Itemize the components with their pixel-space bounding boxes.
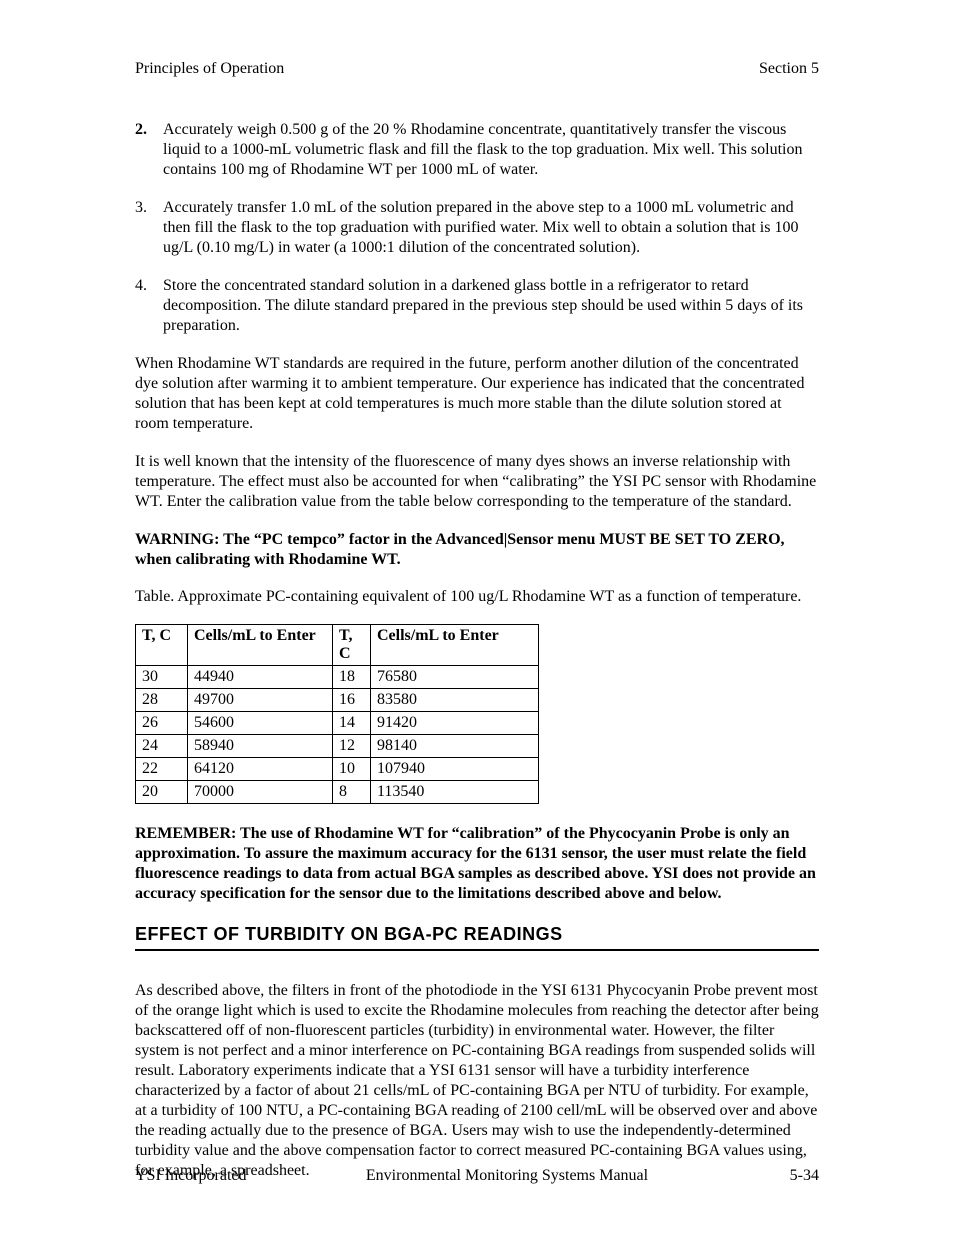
table-cell: 20 xyxy=(136,781,188,804)
table-cell: 70000 xyxy=(188,781,333,804)
calibration-table: T, CCells/mL to EnterT, CCells/mL to Ent… xyxy=(135,624,539,804)
table-row: 226412010107940 xyxy=(136,758,539,781)
table-cell: 113540 xyxy=(371,781,539,804)
page-footer: YSI Incorporated Environmental Monitorin… xyxy=(135,1167,819,1185)
table-header-cell: T, C xyxy=(333,625,371,666)
table-cell: 10 xyxy=(333,758,371,781)
body-paragraph: When Rhodamine WT standards are required… xyxy=(135,354,819,434)
table-cell: 12 xyxy=(333,735,371,758)
footer-right: 5-34 xyxy=(759,1167,819,1185)
table-cell: 58940 xyxy=(188,735,333,758)
warning-paragraph: WARNING: The “PC tempco” factor in the A… xyxy=(135,530,819,570)
table-row: 26546001491420 xyxy=(136,712,539,735)
table-cell: 30 xyxy=(136,666,188,689)
table-row: 30449401876580 xyxy=(136,666,539,689)
table-cell: 76580 xyxy=(371,666,539,689)
body-paragraph: As described above, the filters in front… xyxy=(135,981,819,1181)
header-right: Section 5 xyxy=(759,60,819,78)
table-cell: 107940 xyxy=(371,758,539,781)
table-header-cell: T, C xyxy=(136,625,188,666)
list-item-text: Accurately weigh 0.500 g of the 20 % Rho… xyxy=(163,120,819,180)
numbered-list: 2.Accurately weigh 0.500 g of the 20 % R… xyxy=(135,120,819,336)
table-cell: 24 xyxy=(136,735,188,758)
table-cell: 14 xyxy=(333,712,371,735)
document-page: Principles of Operation Section 5 2.Accu… xyxy=(0,0,954,1249)
list-item-number: 2. xyxy=(135,120,163,180)
page-header: Principles of Operation Section 5 xyxy=(135,60,819,78)
table-cell: 16 xyxy=(333,689,371,712)
table-cell: 49700 xyxy=(188,689,333,712)
table-cell: 83580 xyxy=(371,689,539,712)
table-cell: 18 xyxy=(333,666,371,689)
table-cell: 22 xyxy=(136,758,188,781)
list-item: 3.Accurately transfer 1.0 mL of the solu… xyxy=(135,198,819,258)
table-cell: 44940 xyxy=(188,666,333,689)
table-header-row: T, CCells/mL to EnterT, CCells/mL to Ent… xyxy=(136,625,539,666)
list-item-text: Accurately transfer 1.0 mL of the soluti… xyxy=(163,198,819,258)
table-body: 3044940187658028497001683580265460014914… xyxy=(136,666,539,804)
header-left: Principles of Operation xyxy=(135,60,284,78)
table-cell: 91420 xyxy=(371,712,539,735)
table-row: 28497001683580 xyxy=(136,689,539,712)
section-heading: EFFECT OF TURBIDITY ON BGA-PC READINGS xyxy=(135,924,819,951)
list-item: 4.Store the concentrated standard soluti… xyxy=(135,276,819,336)
list-item-text: Store the concentrated standard solution… xyxy=(163,276,819,336)
table-row: 24589401298140 xyxy=(136,735,539,758)
list-item-number: 4. xyxy=(135,276,163,336)
table-header-cell: Cells/mL to Enter xyxy=(188,625,333,666)
list-item: 2.Accurately weigh 0.500 g of the 20 % R… xyxy=(135,120,819,180)
body-paragraph: It is well known that the intensity of t… xyxy=(135,452,819,512)
footer-center: Environmental Monitoring Systems Manual xyxy=(255,1167,759,1185)
table-header-cell: Cells/mL to Enter xyxy=(371,625,539,666)
table-row: 20700008113540 xyxy=(136,781,539,804)
table-cell: 8 xyxy=(333,781,371,804)
list-item-number: 3. xyxy=(135,198,163,258)
table-cell: 64120 xyxy=(188,758,333,781)
table-cell: 26 xyxy=(136,712,188,735)
table-cell: 28 xyxy=(136,689,188,712)
table-caption: Table. Approximate PC-containing equival… xyxy=(135,588,819,606)
footer-left: YSI Incorporated xyxy=(135,1167,255,1185)
remember-paragraph: REMEMBER: The use of Rhodamine WT for “c… xyxy=(135,824,819,904)
table-cell: 54600 xyxy=(188,712,333,735)
table-cell: 98140 xyxy=(371,735,539,758)
